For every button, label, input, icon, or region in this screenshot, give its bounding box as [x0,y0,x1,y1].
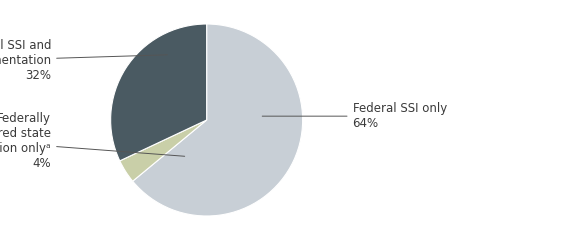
Text: Federally
administered state
supplementation onlyᵃ
4%: Federally administered state supplementa… [0,112,185,170]
Text: Federal SSI and
state supplementation
32%: Federal SSI and state supplementation 32… [0,39,168,82]
Wedge shape [111,24,207,161]
Text: Federal SSI only
64%: Federal SSI only 64% [262,102,447,130]
Wedge shape [120,120,207,181]
Wedge shape [133,24,302,216]
